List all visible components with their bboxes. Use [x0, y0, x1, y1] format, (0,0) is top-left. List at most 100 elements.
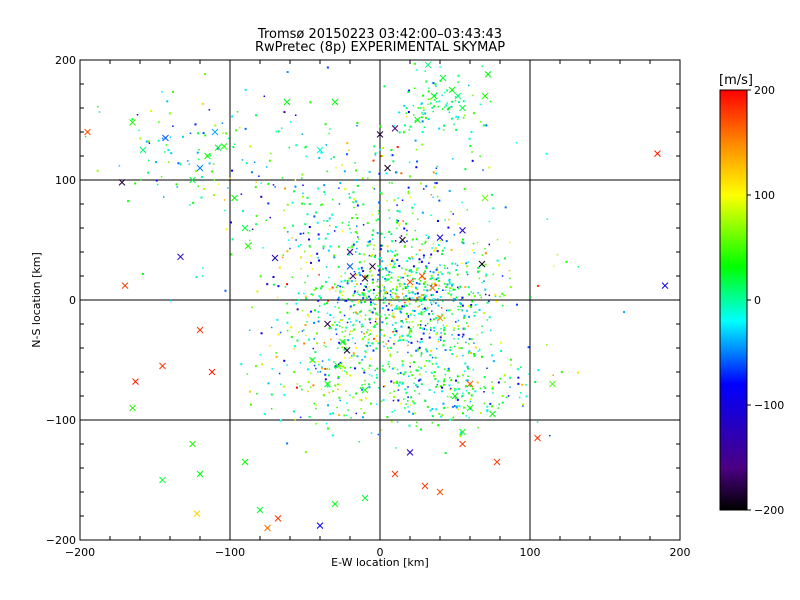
- data-point: [478, 270, 481, 273]
- data-point: [433, 186, 436, 189]
- data-point: [353, 290, 356, 293]
- data-point: [227, 187, 229, 189]
- data-point: [382, 297, 385, 300]
- data-point: [344, 330, 347, 332]
- data-point: [394, 321, 397, 324]
- y-tick-label: 100: [55, 174, 76, 187]
- data-point: [432, 300, 435, 303]
- data-point: [468, 338, 471, 341]
- data-point: [537, 369, 540, 372]
- data-point: [313, 288, 316, 291]
- data-point: [383, 334, 386, 336]
- data-point: [375, 312, 378, 315]
- data-point: [536, 421, 539, 423]
- data-point: [402, 363, 404, 366]
- data-point: [358, 321, 361, 323]
- data-point: [349, 374, 352, 377]
- data-point: [299, 416, 302, 419]
- data-point: [386, 279, 389, 282]
- data-point: [419, 280, 422, 282]
- data-point: [371, 311, 374, 314]
- data-point: [488, 166, 491, 169]
- data-point: [352, 191, 355, 194]
- data-point: [494, 295, 497, 298]
- data-point: [430, 294, 433, 297]
- data-point: [446, 108, 449, 111]
- data-point: [367, 383, 370, 386]
- data-point: [315, 404, 317, 406]
- data-point: [423, 296, 425, 299]
- data-point: [267, 182, 270, 185]
- data-point: [348, 149, 350, 152]
- data-point: [323, 220, 325, 222]
- data-point-x: [384, 164, 391, 172]
- data-point: [437, 298, 439, 300]
- data-point: [339, 292, 341, 295]
- data-point: [474, 303, 477, 306]
- data-point: [402, 322, 404, 324]
- data-point: [426, 328, 428, 331]
- data-point: [448, 388, 451, 391]
- data-point: [384, 317, 387, 320]
- data-point: [350, 417, 352, 419]
- data-point: [138, 129, 140, 132]
- data-point: [411, 309, 414, 312]
- data-point: [459, 435, 462, 438]
- data-point: [347, 409, 349, 411]
- data-point: [268, 159, 271, 162]
- data-point: [407, 326, 410, 329]
- data-point: [310, 254, 312, 257]
- data-point: [339, 361, 342, 364]
- data-point: [391, 154, 394, 157]
- data-point: [418, 312, 421, 315]
- data-point: [274, 186, 276, 188]
- data-point-x: [436, 234, 444, 241]
- data-point: [260, 195, 263, 198]
- data-point: [230, 221, 233, 224]
- data-point-x: [241, 458, 249, 466]
- data-point-x: [346, 248, 354, 256]
- data-point: [424, 278, 426, 280]
- data-point: [407, 192, 410, 195]
- data-point: [457, 101, 460, 104]
- data-point: [341, 164, 343, 166]
- data-point: [294, 179, 297, 181]
- data-point: [310, 310, 313, 313]
- data-point-x: [196, 470, 204, 478]
- data-point: [326, 232, 329, 235]
- data-point: [452, 288, 455, 291]
- data-point: [407, 300, 410, 303]
- data-point: [425, 299, 427, 301]
- data-point: [396, 331, 398, 334]
- data-point: [468, 343, 470, 345]
- data-point: [348, 221, 350, 223]
- data-point: [393, 125, 395, 127]
- chart-subtitle: RwPretec (8p) EXPERIMENTAL SKYMAP: [255, 40, 505, 55]
- data-point: [356, 202, 359, 204]
- data-point: [313, 215, 316, 218]
- data-point: [408, 298, 411, 301]
- data-point-x: [231, 194, 238, 202]
- data-point: [277, 285, 280, 288]
- data-point: [411, 374, 414, 377]
- data-point: [353, 198, 356, 201]
- data-point: [402, 220, 404, 222]
- data-point: [312, 347, 315, 350]
- data-point: [312, 384, 315, 387]
- data-point: [408, 269, 411, 272]
- data-point: [318, 156, 321, 159]
- data-point: [391, 250, 394, 253]
- data-point: [358, 261, 361, 264]
- data-point: [443, 247, 446, 249]
- data-point: [430, 303, 433, 306]
- data-point: [98, 111, 101, 113]
- data-point: [344, 370, 346, 372]
- data-point: [375, 374, 378, 376]
- data-point: [577, 371, 580, 374]
- data-point: [470, 305, 473, 308]
- data-point: [169, 136, 172, 138]
- data-point: [349, 227, 351, 230]
- data-point: [404, 304, 406, 306]
- data-point: [418, 379, 421, 382]
- data-point: [390, 154, 393, 157]
